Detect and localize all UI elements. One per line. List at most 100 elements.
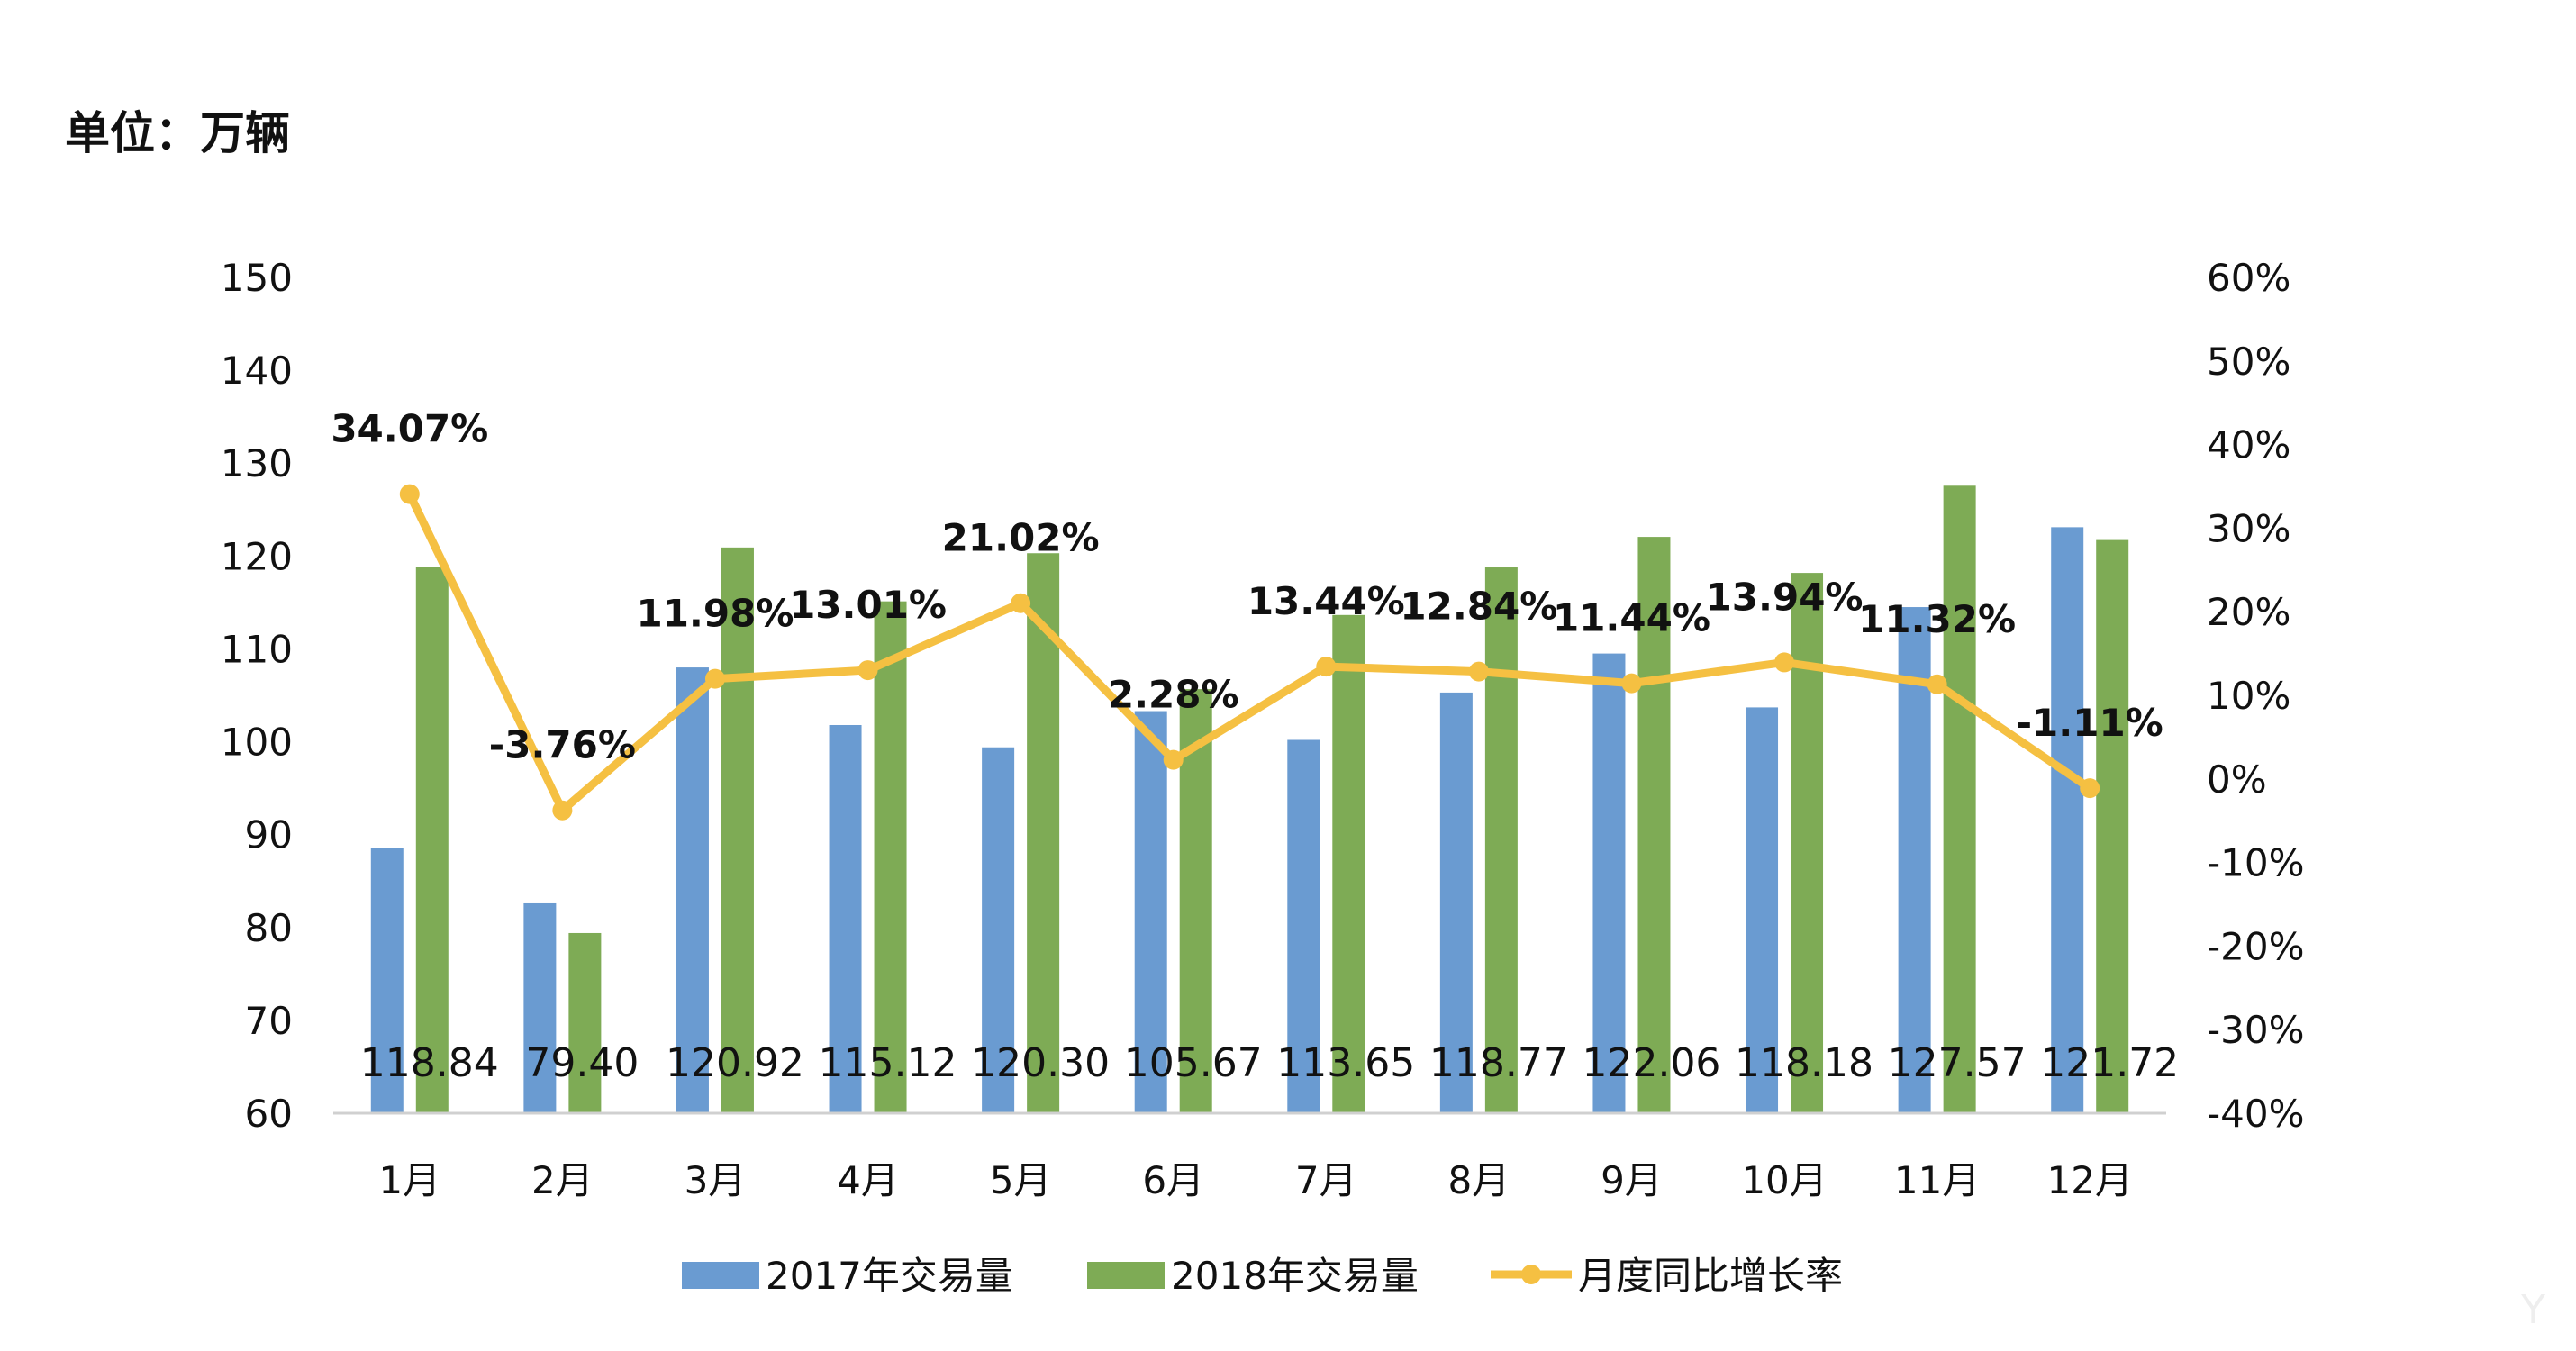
- growth-rate-point: [1163, 749, 1184, 770]
- bar-2018: [1943, 485, 1976, 1113]
- category-label: 1月: [378, 1158, 440, 1202]
- bar-2018-data-label: 105.67: [1124, 1040, 1263, 1086]
- bar-2018-data-label: 118.18: [1735, 1040, 1873, 1086]
- left-axis-tick-label: 60: [245, 1092, 293, 1136]
- bar-2018: [874, 601, 907, 1113]
- category-label: 12月: [2046, 1158, 2132, 1202]
- bar-2018: [2096, 539, 2129, 1113]
- bar-2017: [1898, 607, 1931, 1113]
- right-axis-tick-label: -10%: [2207, 841, 2305, 885]
- category-label: 11月: [1894, 1158, 1980, 1202]
- bar-2017: [1439, 692, 1473, 1113]
- right-axis-tick-label: 60%: [2207, 256, 2290, 300]
- category-label: 4月: [837, 1158, 899, 1202]
- bar-2018: [1179, 689, 1212, 1113]
- bar-2017: [370, 848, 404, 1113]
- growth-line-group: [399, 484, 2100, 821]
- bar-2017: [676, 667, 709, 1113]
- bar-2018-data-label: 79.40: [525, 1040, 639, 1086]
- legend-label-growth: 月度同比增长率: [1578, 1254, 1843, 1298]
- bar-2018: [1027, 553, 1060, 1113]
- bar-2018-data-label: 113.65: [1276, 1040, 1415, 1086]
- growth-rate-point: [1774, 652, 1795, 673]
- bar-2018: [1484, 567, 1518, 1113]
- growth-rate-label: 11.98%: [636, 592, 794, 636]
- legend-label-2017: 2017年交易量: [766, 1254, 1013, 1298]
- bar-2017: [523, 902, 557, 1113]
- growth-rate-point: [704, 668, 725, 689]
- legend-swatch-2017: [682, 1262, 759, 1289]
- left-axis-tick-label: 140: [221, 349, 293, 393]
- growth-rate-label: 34.07%: [331, 407, 488, 451]
- legend-marker-growth: [1521, 1265, 1541, 1284]
- growth-rate-label: 13.94%: [1706, 575, 1864, 619]
- growth-rate-point: [1927, 674, 1947, 694]
- category-label: 8月: [1448, 1158, 1510, 1202]
- growth-rate-line: [405, 490, 2094, 815]
- legend-label-2018: 2018年交易量: [1171, 1254, 1419, 1298]
- right-axis-tick-label: -30%: [2207, 1008, 2305, 1052]
- bar-2018-data-label: 118.84: [360, 1040, 499, 1086]
- growth-rate-point: [1468, 661, 1489, 682]
- growth-rate-point: [552, 800, 573, 821]
- bar-2017: [1134, 711, 1167, 1113]
- bar-2017: [1746, 707, 1779, 1113]
- x-axis: 1月 2月 3月 4月 5月 6月 7月 8月 9月 10月 11月 12月: [333, 1111, 2166, 1202]
- bar-2018: [568, 932, 602, 1113]
- right-axis-tick-label: 20%: [2207, 590, 2290, 634]
- left-axis-tick-label: 100: [221, 721, 293, 765]
- bar-2018-data-label: 115.12: [819, 1040, 957, 1086]
- right-axis-tick-label: 40%: [2207, 423, 2290, 467]
- bar-2018: [721, 547, 754, 1113]
- right-y-axis: 60% 50% 40% 30% 20% 10% 0% -10% -20% -30% -40%: [2207, 256, 2305, 1136]
- growth-rate-point: [1621, 673, 1642, 694]
- left-axis-tick-label: 110: [221, 627, 293, 671]
- left-axis-tick-label: 120: [221, 534, 293, 578]
- watermark: Y: [2521, 1287, 2545, 1333]
- growth-rate-label: 2.28%: [1108, 673, 1239, 717]
- growth-rate-point: [857, 660, 878, 681]
- bar-2018: [1637, 537, 1671, 1113]
- bar-2018-data-label: 120.92: [666, 1040, 804, 1086]
- right-axis-tick-label: -40%: [2207, 1092, 2305, 1136]
- unit-label: 单位：万辆: [65, 107, 290, 159]
- bar-2018: [1791, 573, 1824, 1113]
- line-labels-group: 34.07% -3.76% 11.98%13.01% 21.02% 2.28% 13.44…: [331, 407, 2163, 767]
- bar-2017: [982, 747, 1015, 1113]
- category-label: 6月: [1142, 1158, 1204, 1202]
- growth-rate-label: 13.01%: [789, 583, 947, 627]
- left-axis-tick-label: 130: [221, 441, 293, 485]
- bar-2017: [1287, 739, 1320, 1113]
- bar-2017: [829, 724, 862, 1113]
- category-label: 3月: [685, 1158, 747, 1202]
- growth-rate-label: 13.44%: [1247, 579, 1405, 623]
- left-y-axis: 150 140 130 120 110 100 90 80 70 60: [221, 256, 293, 1136]
- bar-2018: [1332, 614, 1365, 1113]
- bar-2018-data-label: 127.57: [1888, 1040, 2027, 1086]
- bar-2017: [2051, 527, 2084, 1113]
- growth-rate-point: [2080, 778, 2100, 799]
- growth-rate-label: -3.76%: [489, 723, 636, 767]
- category-label: 7月: [1295, 1158, 1357, 1202]
- right-axis-tick-label: 0%: [2207, 757, 2267, 802]
- growth-rate-point: [399, 484, 420, 504]
- growth-rate-label: 21.02%: [942, 516, 1100, 560]
- right-axis-tick-label: -20%: [2207, 924, 2305, 968]
- category-label: 9月: [1601, 1158, 1663, 1202]
- bar-2018-data-label: 120.30: [971, 1040, 1110, 1086]
- category-label: 10月: [1741, 1158, 1827, 1202]
- left-axis-tick-label: 80: [245, 906, 293, 950]
- bar-2018-data-label: 121.72: [2040, 1040, 2179, 1086]
- growth-rate-point: [1011, 593, 1031, 613]
- bar-labels-group: 118.84 79.40 120.92 115.12 120.30 105.67 113.6…: [360, 1040, 2179, 1086]
- growth-rate-point: [1316, 657, 1337, 677]
- bar-2018-data-label: 118.77: [1429, 1040, 1568, 1086]
- category-label: 5月: [990, 1158, 1052, 1202]
- left-axis-tick-label: 70: [245, 999, 293, 1043]
- growth-rate-label: -1.11%: [2017, 701, 2163, 745]
- bar-2018: [415, 567, 449, 1113]
- growth-rate-label: 11.44%: [1553, 596, 1710, 640]
- growth-rate-label: 12.84%: [1400, 585, 1557, 629]
- right-axis-tick-label: 30%: [2207, 506, 2290, 550]
